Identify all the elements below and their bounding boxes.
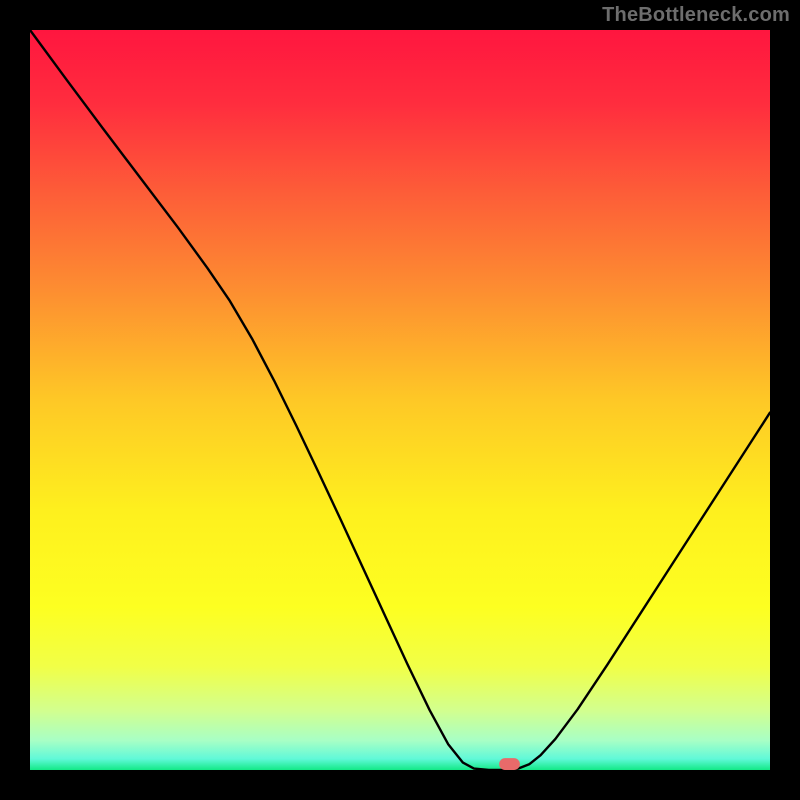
chart-canvas: [0, 0, 800, 800]
watermark-text: TheBottleneck.com: [602, 4, 790, 27]
bottleneck-chart: TheBottleneck.com: [0, 0, 800, 800]
plot-background: [30, 30, 770, 770]
optimum-marker: [499, 758, 520, 770]
